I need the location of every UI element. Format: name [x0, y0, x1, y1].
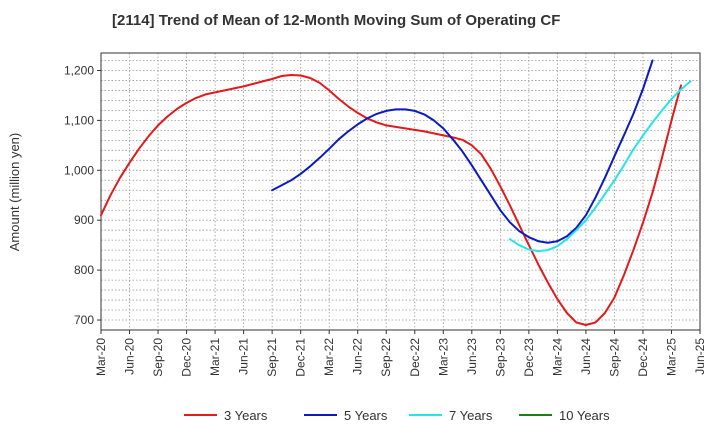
x-tick-label: Mar-25 [664, 338, 678, 376]
y-tick-label: 700 [74, 313, 94, 327]
x-tick-label: Mar-21 [208, 338, 222, 376]
x-tick-label: Mar-23 [436, 338, 450, 376]
y-axis-label: Amount (million yen) [7, 133, 22, 252]
x-tick-label: Dec-24 [636, 338, 650, 377]
legend-label: 3 Years [224, 408, 268, 423]
series-line-3-years [100, 74, 682, 326]
y-tick-label: 1,100 [64, 113, 94, 127]
x-tick-label: Mar-20 [94, 338, 108, 376]
legend-label: 5 Years [344, 408, 388, 423]
y-tick-label: 1,000 [64, 163, 94, 177]
y-tick-label: 900 [74, 213, 94, 227]
x-tick-label: Sep-23 [493, 338, 507, 377]
x-tick-label: Dec-22 [408, 338, 422, 377]
series-line-7-years [508, 80, 692, 253]
y-tick-label: 1,200 [64, 63, 94, 77]
x-tick-label: Jun-23 [465, 338, 479, 375]
x-tick-label: Jun-25 [693, 338, 707, 375]
x-tick-label: Dec-23 [522, 338, 536, 377]
x-tick-label: Sep-20 [151, 338, 165, 377]
x-tick-label: Mar-22 [322, 338, 336, 376]
series-lines [100, 59, 692, 326]
x-tick-label: Sep-21 [265, 338, 279, 377]
chart-title: [2114] Trend of Mean of 12-Month Moving … [112, 12, 560, 29]
x-tick-label: Sep-22 [379, 338, 393, 377]
legend: 3 Years 5 Years 7 Years 10 Years [184, 408, 610, 423]
grid-lines [100, 53, 701, 330]
x-tick-label: Jun-21 [237, 338, 251, 375]
series-line-5-years [271, 59, 654, 244]
x-tick-label: Sep-24 [607, 338, 621, 377]
legend-label: 7 Years [449, 408, 493, 423]
x-tick-label: Jun-22 [351, 338, 365, 375]
plot-frame [100, 52, 701, 331]
y-axis: 700 800 900 1,000 1,100 1,200 [64, 63, 101, 327]
x-tick-label: Dec-21 [294, 338, 308, 377]
x-tick-label: Jun-24 [579, 338, 593, 375]
x-tick-label: Jun-20 [123, 338, 137, 375]
x-tick-label: Mar-24 [550, 338, 564, 376]
legend-label: 10 Years [559, 408, 610, 423]
x-tick-label: Dec-20 [180, 338, 194, 377]
y-tick-label: 800 [74, 263, 94, 277]
x-axis: Mar-20 Jun-20 Sep-20 Dec-20 Mar-21 Jun-21 Sep-… [94, 330, 707, 377]
